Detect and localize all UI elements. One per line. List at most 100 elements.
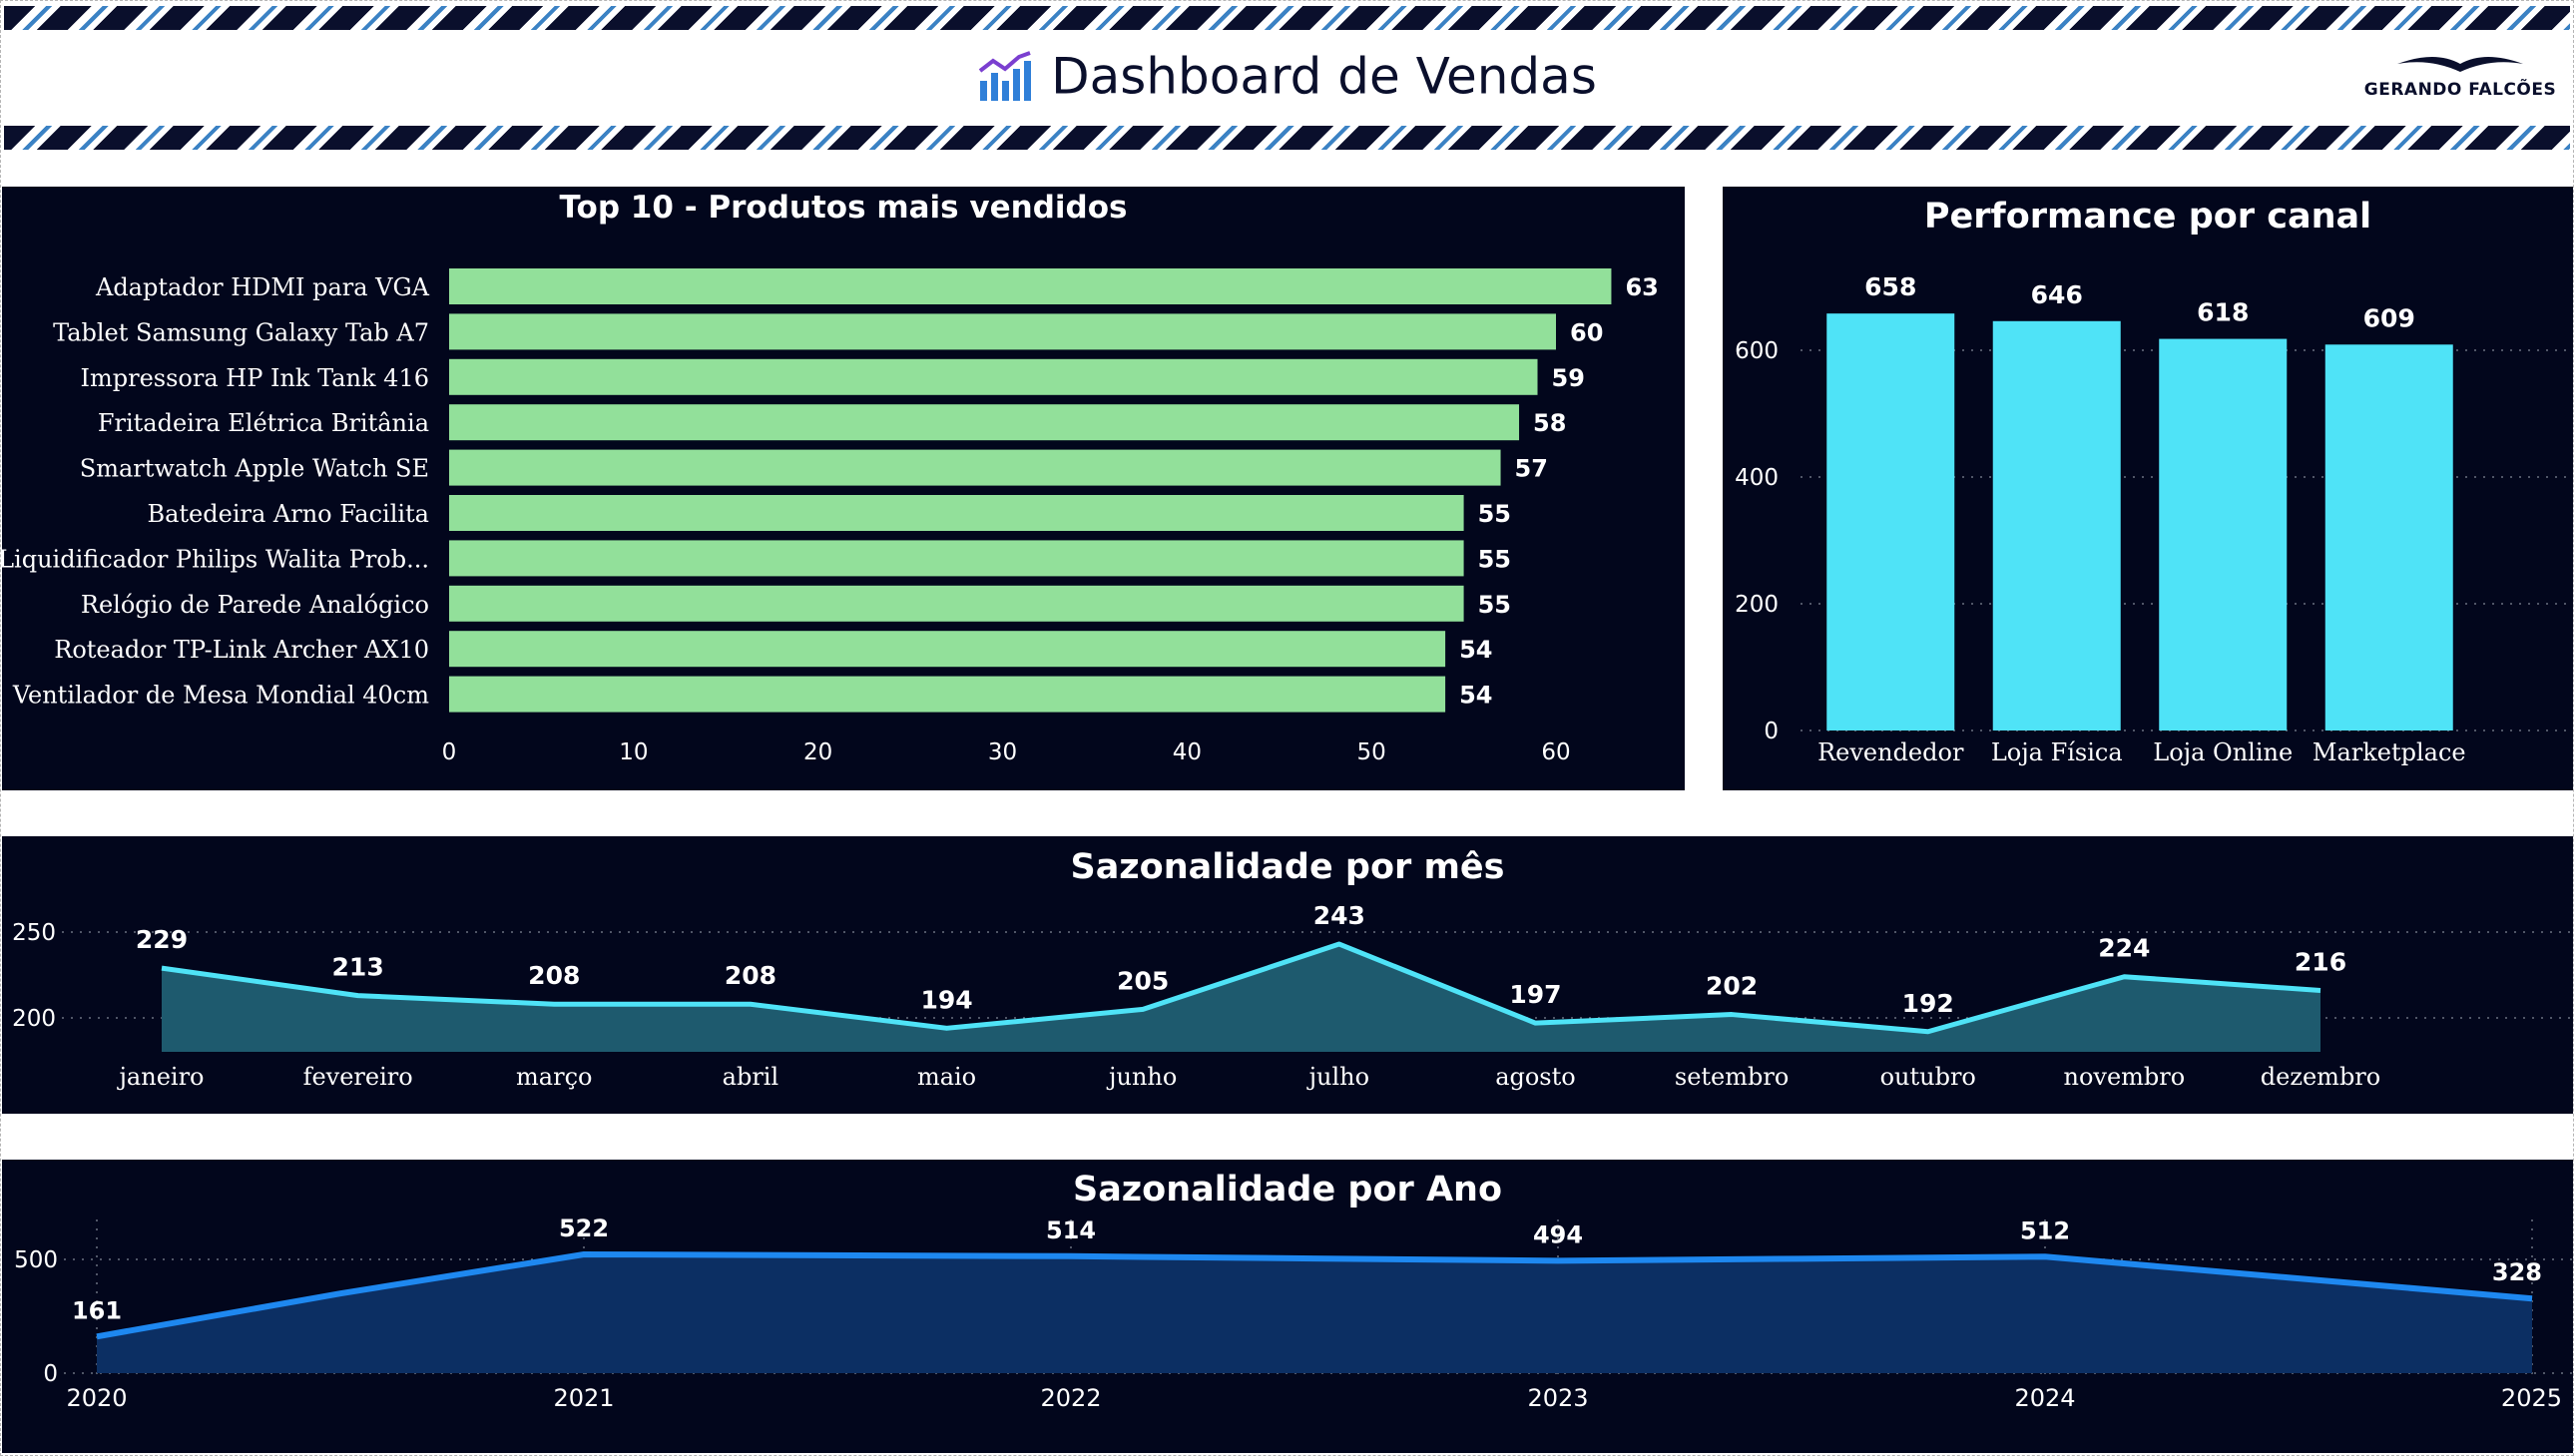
- mes-x-label: fevereiro: [303, 1063, 413, 1091]
- mes-value-label: 194: [920, 985, 972, 1014]
- top10-bar: [449, 268, 1612, 304]
- top10-category-label: Smartwatch Apple Watch SE: [80, 455, 429, 483]
- top10-bar: [449, 313, 1556, 350]
- mes-value-label: 202: [1706, 972, 1758, 1001]
- mes-value-label: 213: [332, 953, 384, 982]
- mes-x-label: março: [516, 1063, 592, 1091]
- canal-category-label: Marketplace: [2313, 738, 2466, 766]
- top10-bar: [449, 540, 1464, 577]
- ano-x-tick: 2022: [1040, 1384, 1101, 1412]
- mes-x-label: agosto: [1495, 1063, 1576, 1091]
- top10-value-label: 60: [1570, 318, 1603, 346]
- canal-bar: [2159, 338, 2288, 730]
- ano-x-tick: 2021: [553, 1384, 614, 1412]
- top10-x-tick: 10: [619, 739, 648, 765]
- top10-x-tick: 20: [803, 739, 832, 765]
- top10-x-tick: 30: [988, 739, 1017, 765]
- top10-value-label: 55: [1478, 545, 1511, 573]
- falcon-wings-icon: [2397, 57, 2523, 72]
- mes-panel: Sazonalidade por mês 200 250 229 janeiro 213…: [2, 836, 2573, 1114]
- mes-x-label: janeiro: [116, 1063, 204, 1091]
- title-text: Dashboard de Vendas: [1051, 47, 1597, 106]
- mes-value-label: 224: [2098, 934, 2150, 963]
- ano-value-label: 494: [1533, 1220, 1583, 1248]
- ano-value-label: 512: [2020, 1216, 2070, 1244]
- mes-x-label: setembro: [1675, 1063, 1789, 1091]
- ano-value-label: 161: [72, 1296, 122, 1324]
- ano-line: [96, 1250, 2533, 1340]
- logo-text: GERANDO FALCÕES: [2363, 80, 2557, 100]
- mes-title: Sazonalidade por mês: [1070, 847, 1504, 887]
- canal-panel: Performance por canal 0 200 400 600 658 Reven…: [1723, 187, 2573, 790]
- ano-title: Sazonalidade por Ano: [1073, 1170, 1502, 1210]
- ano-panel: Sazonalidade por Ano 0 500 161 522 514 494 512…: [2, 1160, 2573, 1453]
- top10-value-label: 58: [1533, 409, 1566, 437]
- top10-bar: [449, 631, 1446, 668]
- ano-y-tick: 0: [43, 1361, 58, 1387]
- canal-bar: [2324, 344, 2453, 730]
- page-title: Dashboard de Vendas: [0, 44, 2574, 106]
- top10-bar: [449, 495, 1464, 531]
- canal-category-label: Loja Física: [1991, 738, 2123, 766]
- top10-category-label: Adaptador HDMI para VGA: [95, 273, 430, 301]
- top-chevron-band: [4, 6, 2570, 30]
- top10-x-tick: 40: [1173, 739, 1202, 765]
- top10-value-label: 55: [1478, 591, 1511, 619]
- top10-title: Top 10 - Produtos mais vendidos: [560, 190, 1128, 226]
- canal-value-label: 609: [2363, 303, 2415, 332]
- mes-value-label: 243: [1313, 901, 1365, 930]
- mes-value-label: 208: [725, 961, 776, 990]
- ano-x-tick: 2024: [2014, 1384, 2075, 1412]
- ano-value-label: 522: [559, 1214, 609, 1242]
- canal-y-tick: 200: [1735, 592, 1779, 618]
- mes-y-tick: 200: [12, 1006, 56, 1032]
- top10-chart: Top 10 - Produtos mais vendidos Adaptado…: [2, 190, 1659, 765]
- canal-category-label: Revendedor: [1817, 738, 1964, 766]
- top10-bar: [449, 358, 1538, 395]
- mes-value-label: 197: [1509, 980, 1561, 1009]
- top10-bar: [449, 676, 1446, 713]
- top10-value-label: 55: [1478, 500, 1511, 528]
- top10-value-label: 57: [1515, 455, 1548, 483]
- mes-x-label: julho: [1306, 1063, 1369, 1091]
- top10-category-label: Batedeira Arno Facilita: [147, 500, 429, 528]
- top10-x-tick: 0: [442, 739, 457, 765]
- top10-bar: [449, 585, 1464, 622]
- bar-chart-icon: [978, 50, 1032, 101]
- mes-value-label: 208: [528, 961, 580, 990]
- top10-value-label: 54: [1459, 636, 1492, 664]
- mes-area: [162, 944, 2320, 1052]
- ano-x-tick: 2020: [66, 1384, 127, 1412]
- canal-bar: [1826, 313, 1955, 730]
- top10-category-label: Impressora HP Ink Tank 416: [81, 364, 429, 392]
- mes-value-label: 192: [1902, 989, 1954, 1018]
- canal-y-tick: 0: [1764, 719, 1779, 744]
- top10-category-label: Liquidificador Philips Walita Prob...: [2, 545, 429, 573]
- logo: GERANDO FALCÕES: [2355, 50, 2565, 100]
- ano-value-label: 514: [1046, 1216, 1096, 1244]
- canal-y-tick: 600: [1735, 338, 1779, 364]
- mes-chart: Sazonalidade por mês 200 250 229 janeiro 213…: [12, 847, 2573, 1091]
- top10-value-label: 59: [1552, 364, 1585, 392]
- mes-value-label: 205: [1117, 966, 1169, 995]
- mes-x-label: junho: [1106, 1063, 1177, 1091]
- top10-category-label: Ventilador de Mesa Mondial 40cm: [12, 682, 429, 710]
- top10-x-tick: 60: [1541, 739, 1570, 765]
- canal-value-label: 646: [2031, 280, 2083, 309]
- canal-value-label: 658: [1864, 272, 1916, 301]
- ano-x-tick: 2025: [2501, 1384, 2562, 1412]
- canal-title: Performance por canal: [1924, 197, 2371, 237]
- top10-value-label: 63: [1625, 273, 1658, 301]
- mes-y-tick: 250: [12, 920, 56, 946]
- top10-x-tick: 50: [1357, 739, 1386, 765]
- top10-bar: [449, 449, 1501, 486]
- canal-chart: Performance por canal 0 200 400 600 658 Reven…: [1735, 197, 2573, 766]
- canal-category-label: Loja Online: [2153, 738, 2293, 766]
- top10-category-label: Tablet Samsung Galaxy Tab A7: [53, 318, 429, 346]
- mes-x-label: abril: [723, 1063, 779, 1091]
- mes-value-label: 216: [2295, 947, 2346, 976]
- top10-panel: Top 10 - Produtos mais vendidos Adaptado…: [2, 187, 1685, 790]
- canal-y-tick: 400: [1735, 465, 1779, 491]
- mes-x-label: outubro: [1880, 1063, 1976, 1091]
- bottom-chevron-band: [4, 126, 2570, 150]
